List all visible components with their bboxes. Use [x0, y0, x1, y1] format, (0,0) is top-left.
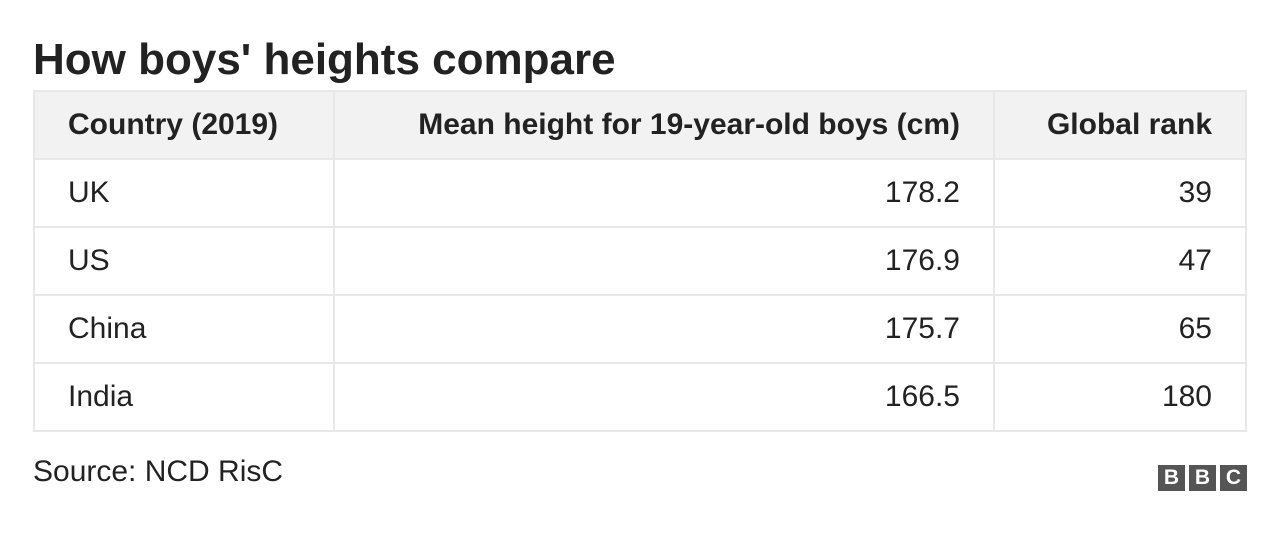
- table-cell: 178.2: [333, 158, 995, 228]
- table-cell: 166.5: [333, 362, 995, 432]
- table-head: Country (2019) Mean height for 19-year-ol…: [33, 90, 1247, 160]
- logo-letter: B: [1158, 465, 1185, 491]
- table-cell: China: [33, 294, 335, 364]
- column-header: Mean height for 19-year-old boys (cm): [333, 90, 995, 160]
- table-body: UK 178.2 39 US 176.9 47 China 175.7 65 India 166.5…: [33, 158, 1247, 432]
- table-cell: 39: [993, 158, 1247, 228]
- data-table: Country (2019) Mean height for 19-year-ol…: [33, 90, 1247, 432]
- table-cell: 176.9: [333, 226, 995, 296]
- table-cell: 175.7: [333, 294, 995, 364]
- table-cell: US: [33, 226, 335, 296]
- table-row: UK 178.2 39: [33, 158, 1247, 228]
- table-row: US 176.9 47: [33, 226, 1247, 296]
- source: Source: NCD RisC: [33, 455, 284, 488]
- table-cell: 65: [993, 294, 1247, 364]
- header-row: Country (2019) Mean height for 19-year-ol…: [33, 90, 1247, 160]
- table-cell: India: [33, 362, 335, 432]
- table-row: India 166.5 180: [33, 362, 1247, 432]
- column-header: Country (2019): [33, 90, 335, 160]
- column-header: Global rank: [993, 90, 1247, 160]
- logo-letter: B: [1189, 465, 1216, 491]
- logo-letter: C: [1220, 465, 1247, 491]
- table-cell: 180: [993, 362, 1247, 432]
- title: How boys' heights compare: [33, 35, 616, 84]
- table-row: China 175.7 65: [33, 294, 1247, 364]
- table-cell: 47: [993, 226, 1247, 296]
- table-cell: UK: [33, 158, 335, 228]
